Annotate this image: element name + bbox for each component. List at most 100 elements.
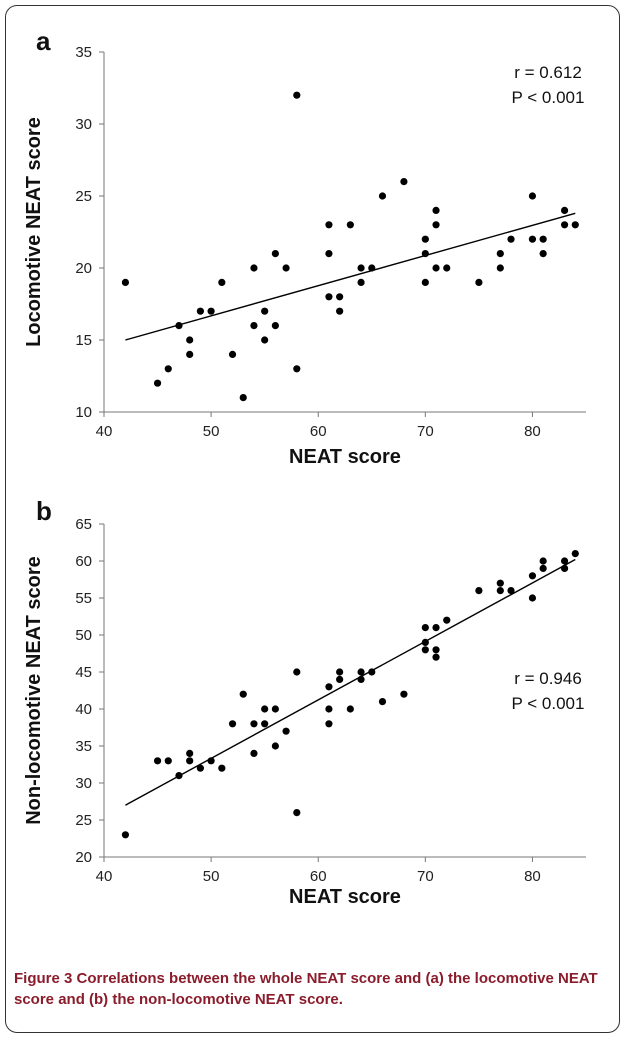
figure-frame xyxy=(5,5,620,1033)
panel-a-x-tick-label: 40 xyxy=(96,423,113,440)
panel-b-data-point xyxy=(432,624,440,632)
panel-b-data-point xyxy=(432,653,440,661)
panel-a-x-tick-label: 80 xyxy=(524,423,541,440)
panel-b-data-point xyxy=(357,675,365,684)
panel-a-data-point xyxy=(432,221,440,229)
panel-a-data-point xyxy=(336,307,344,315)
panel-a-data-point xyxy=(539,250,547,258)
panel-b-data-point xyxy=(271,742,279,750)
panel-b-data-point xyxy=(121,831,130,839)
panel-b-data-point xyxy=(207,757,215,765)
panel-b-data-point xyxy=(261,705,269,713)
panel-a-data-point xyxy=(250,264,258,272)
panel-a-data-point xyxy=(186,336,194,344)
panel-b-data-point xyxy=(443,616,451,624)
panel-b-data-point xyxy=(325,705,333,713)
panel-a-x-tick-label: 50 xyxy=(203,423,220,440)
panel-b-data-point xyxy=(560,564,569,573)
panel-b-x-tick-label: 80 xyxy=(524,868,541,885)
panel-b-data-point xyxy=(261,720,269,728)
panel-b-x-tick-label: 40 xyxy=(96,868,113,885)
panel-a-data-point xyxy=(432,264,440,272)
panel-b-y-tick-label: 30 xyxy=(75,775,92,792)
panel-b-data-point xyxy=(293,668,301,676)
panel-b-data-point xyxy=(496,587,504,595)
panel-a-data-point xyxy=(496,264,504,272)
panel-a-data-point xyxy=(293,365,301,373)
panel-b-data-point xyxy=(336,675,344,684)
panel-a-data-point xyxy=(357,264,365,272)
panel-a-x-tick-label: 70 xyxy=(417,423,434,440)
panel-b-y-axis-title: Non-locomotive NEAT score xyxy=(23,556,45,825)
panel-a-y-axis-title: Locomotive NEAT score xyxy=(23,117,45,347)
panel-a-data-point xyxy=(346,221,354,229)
panel-b-letter: b xyxy=(36,496,52,526)
panel-a-x-axis-title: NEAT score xyxy=(289,446,401,468)
panel-a-y-tick-label: 10 xyxy=(75,404,92,421)
panel-b-stat-label: P < 0.001 xyxy=(512,694,585,713)
panel-a-y-tick-label: 30 xyxy=(75,116,92,133)
caption-text: Correlations between the whole NEAT scor… xyxy=(14,970,598,1008)
panel-b-data-point xyxy=(218,764,226,772)
panel-a-data-point xyxy=(164,365,172,373)
panel-b-y-tick-label: 55 xyxy=(75,590,92,607)
panel-a-data-point xyxy=(539,235,547,243)
panel-a-y-tick-label: 15 xyxy=(75,332,92,349)
panel-a-data-point xyxy=(432,206,440,214)
panel-a-data-point xyxy=(175,322,183,330)
panel-a-data-point xyxy=(196,307,204,315)
panel-b-data-point xyxy=(153,757,162,765)
panel-b-data-point xyxy=(539,564,547,573)
panel-a-data-point xyxy=(528,192,537,200)
panel-b-data-point xyxy=(250,720,258,728)
panel-b-data-point xyxy=(250,749,258,758)
panel-a-stat-label: P < 0.001 xyxy=(512,88,585,107)
panel-b-data-point xyxy=(196,764,204,772)
panel-a-data-point xyxy=(325,221,333,229)
panel-a-data-point xyxy=(421,235,429,243)
panel-a-data-point xyxy=(186,350,194,358)
panel-b-data-point xyxy=(400,690,408,698)
panel-a-data-point xyxy=(378,192,387,200)
caption-label: Figure 3 xyxy=(14,970,73,987)
panel-b-y-tick-label: 60 xyxy=(75,553,92,570)
panel-b-x-axis-title: NEAT score xyxy=(289,886,401,908)
panel-a-y-tick-label: 25 xyxy=(75,188,92,205)
panel-b-data-point xyxy=(228,720,237,728)
panel-a-data-point xyxy=(336,293,344,301)
panel-a-data-point xyxy=(261,336,269,344)
panel-b-data-point xyxy=(560,557,569,565)
panel-b-data-point xyxy=(346,705,354,713)
panel-a-trendline xyxy=(125,212,576,341)
panel-b-data-point xyxy=(357,668,365,676)
panel-a-data-point xyxy=(368,264,376,272)
panel-b-stat-label: r = 0.946 xyxy=(514,669,582,688)
panel-b-data-point xyxy=(475,587,483,595)
panel-b-data-point xyxy=(496,579,504,587)
panel-a-data-point xyxy=(507,235,515,243)
panel-b-y-tick-label: 35 xyxy=(75,738,92,755)
panel-b-y-tick-label: 20 xyxy=(75,849,92,866)
panel-b-data-point xyxy=(539,557,547,565)
panel-b-x-tick-label: 60 xyxy=(310,868,327,885)
panel-a-data-point xyxy=(207,307,215,315)
panel-a-data-point xyxy=(261,307,269,315)
panel-b-data-point xyxy=(164,757,172,765)
panel-a-data-point xyxy=(293,91,301,99)
panel-b-data-point xyxy=(571,550,579,558)
panel-b-data-point xyxy=(271,705,279,713)
panel-a-data-point xyxy=(271,322,279,330)
panel-b-data-point xyxy=(528,594,537,602)
panel-a-data-point xyxy=(443,264,451,272)
panel-b-data-point xyxy=(239,690,247,698)
panel-b-data-point xyxy=(325,720,333,728)
panel-b-data-point xyxy=(336,668,344,676)
panel-b-y-tick-label: 50 xyxy=(75,627,92,644)
panel-a-data-point xyxy=(239,394,247,402)
panel-a-stat-label: r = 0.612 xyxy=(514,63,582,82)
panel-a-data-point xyxy=(228,350,237,358)
panel-b-data-point xyxy=(293,809,301,817)
panel-b-x-tick-label: 70 xyxy=(417,868,434,885)
panel-b-data-point xyxy=(421,624,429,632)
panel-a-data-point xyxy=(357,278,365,286)
